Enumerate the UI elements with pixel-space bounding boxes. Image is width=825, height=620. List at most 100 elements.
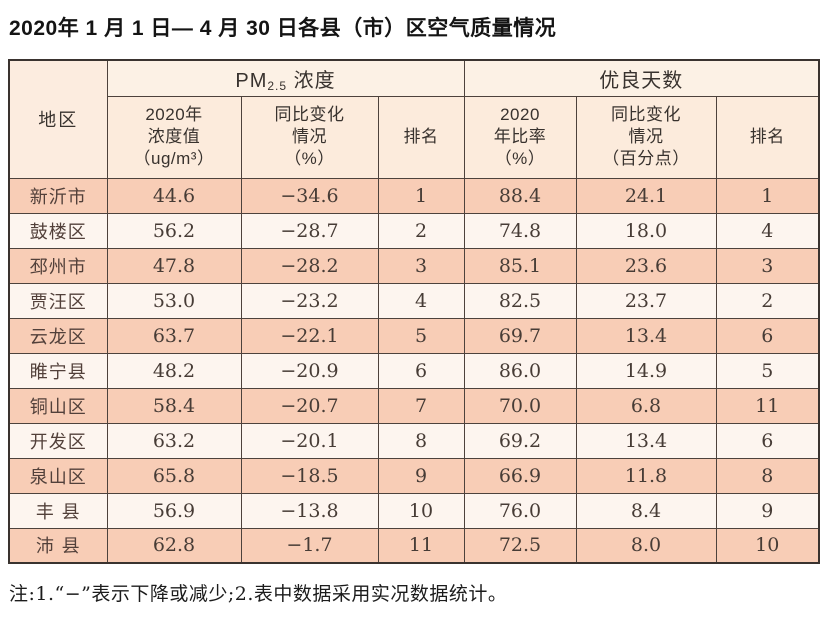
pm25-label-prefix: PM: [235, 69, 268, 92]
col-header-region: 地区: [8, 59, 108, 179]
cell-gooddays-rank: 1: [715, 177, 820, 214]
cell-region: 云龙区: [8, 317, 108, 354]
cell-gooddays-rank: 6: [715, 317, 820, 354]
cell-gooddays-rank: 9: [715, 492, 820, 529]
header-sub-row: 2020年 浓度值 （ug/m³） 同比变化 情况 （%） 排名 2020 年比…: [9, 95, 820, 179]
cell-pm25-change: −28.2: [240, 247, 379, 284]
cell-pm25-change: −1.7: [240, 527, 379, 564]
air-quality-table: 地区 PM2.5 浓度 优良天数 2020年 浓度值 （ug/m³） 同比变化 …: [8, 59, 820, 564]
cell-pm25-rank: 7: [377, 387, 465, 424]
col-header-gooddays-2020-ratio: 2020 年比率 （%）: [463, 95, 577, 179]
cell-gooddays-rank: 3: [715, 247, 820, 284]
cell-gooddays-change: 13.4: [575, 422, 717, 459]
cell-gooddays-change: 23.6: [575, 247, 717, 284]
cell-gooddays-ratio: 69.7: [463, 317, 577, 354]
page: 2020年 1 月 1 日— 4 月 30 日各县（市）区空气质量情况 地区 P…: [8, 17, 820, 605]
table-row: 铜山区 58.4 −20.7 7 70.0 6.8 11: [8, 387, 820, 424]
cell-pm25-value: 48.2: [106, 352, 242, 389]
cell-pm25-rank: 9: [377, 457, 465, 494]
cell-region: 沛 县: [8, 527, 108, 564]
table-row: 云龙区 63.7 −22.1 5 69.7 13.4 6: [8, 317, 820, 354]
cell-pm25-rank: 1: [377, 177, 465, 214]
cell-pm25-value: 58.4: [106, 387, 242, 424]
cell-pm25-value: 53.0: [106, 282, 242, 319]
cell-pm25-change: −13.8: [240, 492, 379, 529]
col-group-pm25: PM2.5 浓度: [106, 59, 465, 97]
cell-gooddays-rank: 6: [715, 422, 820, 459]
cell-gooddays-ratio: 74.8: [463, 212, 577, 249]
cell-pm25-value: 47.8: [106, 247, 242, 284]
cell-pm25-rank: 10: [377, 492, 465, 529]
table-row: 丰 县 56.9 −13.8 10 76.0 8.4 9: [8, 492, 820, 529]
cell-pm25-value: 56.2: [106, 212, 242, 249]
table-row: 睢宁县 48.2 −20.9 6 86.0 14.9 5: [8, 352, 820, 389]
cell-gooddays-change: 8.4: [575, 492, 717, 529]
cell-region: 邳州市: [8, 247, 108, 284]
cell-gooddays-ratio: 72.5: [463, 527, 577, 564]
cell-pm25-value: 63.2: [106, 422, 242, 459]
col-header-gooddays-rank: 排名: [715, 95, 820, 179]
cell-pm25-rank: 5: [377, 317, 465, 354]
cell-gooddays-change: 13.4: [575, 317, 717, 354]
cell-gooddays-rank: 8: [715, 457, 820, 494]
table-row: 沛 县 62.8 −1.7 11 72.5 8.0 10: [8, 527, 820, 564]
cell-gooddays-rank: 4: [715, 212, 820, 249]
cell-gooddays-ratio: 70.0: [463, 387, 577, 424]
cell-pm25-change: −28.7: [240, 212, 379, 249]
table-row: 开发区 63.2 −20.1 8 69.2 13.4 6: [8, 422, 820, 459]
cell-pm25-rank: 2: [377, 212, 465, 249]
cell-gooddays-rank: 11: [715, 387, 820, 424]
cell-pm25-change: −34.6: [240, 177, 379, 214]
footnote: 注:1.“−”表示下降或减少;2.表中数据采用实况数据统计。: [9, 583, 508, 605]
cell-gooddays-change: 6.8: [575, 387, 717, 424]
cell-gooddays-ratio: 88.4: [463, 177, 577, 214]
cell-pm25-change: −23.2: [240, 282, 379, 319]
page-title: 2020年 1 月 1 日— 4 月 30 日各县（市）区空气质量情况: [9, 17, 557, 40]
cell-gooddays-change: 18.0: [575, 212, 717, 249]
cell-gooddays-ratio: 66.9: [463, 457, 577, 494]
cell-gooddays-change: 23.7: [575, 282, 717, 319]
cell-pm25-rank: 6: [377, 352, 465, 389]
cell-pm25-value: 62.8: [106, 527, 242, 564]
cell-region: 开发区: [8, 422, 108, 459]
cell-gooddays-ratio: 76.0: [463, 492, 577, 529]
cell-gooddays-ratio: 82.5: [463, 282, 577, 319]
col-header-pm25-rank: 排名: [377, 95, 465, 179]
cell-gooddays-rank: 10: [715, 527, 820, 564]
table-row: 贾汪区 53.0 −23.2 4 82.5 23.7 2: [8, 282, 820, 319]
cell-gooddays-change: 24.1: [575, 177, 717, 214]
cell-pm25-rank: 11: [377, 527, 465, 564]
cell-region: 铜山区: [8, 387, 108, 424]
cell-gooddays-change: 11.8: [575, 457, 717, 494]
cell-pm25-value: 63.7: [106, 317, 242, 354]
cell-pm25-change: −18.5: [240, 457, 379, 494]
cell-pm25-rank: 8: [377, 422, 465, 459]
col-header-pm25-yoy-change: 同比变化 情况 （%）: [240, 95, 379, 179]
cell-pm25-value: 65.8: [106, 457, 242, 494]
cell-gooddays-ratio: 85.1: [463, 247, 577, 284]
cell-gooddays-change: 14.9: [575, 352, 717, 389]
cell-region: 贾汪区: [8, 282, 108, 319]
table-row: 鼓楼区 56.2 −28.7 2 74.8 18.0 4: [8, 212, 820, 249]
cell-pm25-change: −20.7: [240, 387, 379, 424]
table-row: 新沂市 44.6 −34.6 1 88.4 24.1 1: [8, 177, 820, 214]
cell-gooddays-rank: 5: [715, 352, 820, 389]
table-row: 邳州市 47.8 −28.2 3 85.1 23.6 3: [8, 247, 820, 284]
cell-gooddays-ratio: 86.0: [463, 352, 577, 389]
cell-gooddays-ratio: 69.2: [463, 422, 577, 459]
cell-region: 新沂市: [8, 177, 108, 214]
cell-gooddays-change: 8.0: [575, 527, 717, 564]
cell-pm25-rank: 3: [377, 247, 465, 284]
cell-region: 睢宁县: [8, 352, 108, 389]
cell-region: 鼓楼区: [8, 212, 108, 249]
cell-pm25-change: −22.1: [240, 317, 379, 354]
header-group-row: 地区 PM2.5 浓度 优良天数: [8, 59, 820, 179]
col-header-pm25-2020-value: 2020年 浓度值 （ug/m³）: [106, 95, 242, 179]
pm25-label-suffix: 浓度: [287, 69, 336, 92]
table-row: 泉山区 65.8 −18.5 9 66.9 11.8 8: [8, 457, 820, 494]
cell-region: 丰 县: [8, 492, 108, 529]
cell-pm25-rank: 4: [377, 282, 465, 319]
pm25-label-subscript: 2.5: [267, 78, 288, 93]
col-group-good-days: 优良天数: [463, 59, 820, 97]
cell-gooddays-rank: 2: [715, 282, 820, 319]
